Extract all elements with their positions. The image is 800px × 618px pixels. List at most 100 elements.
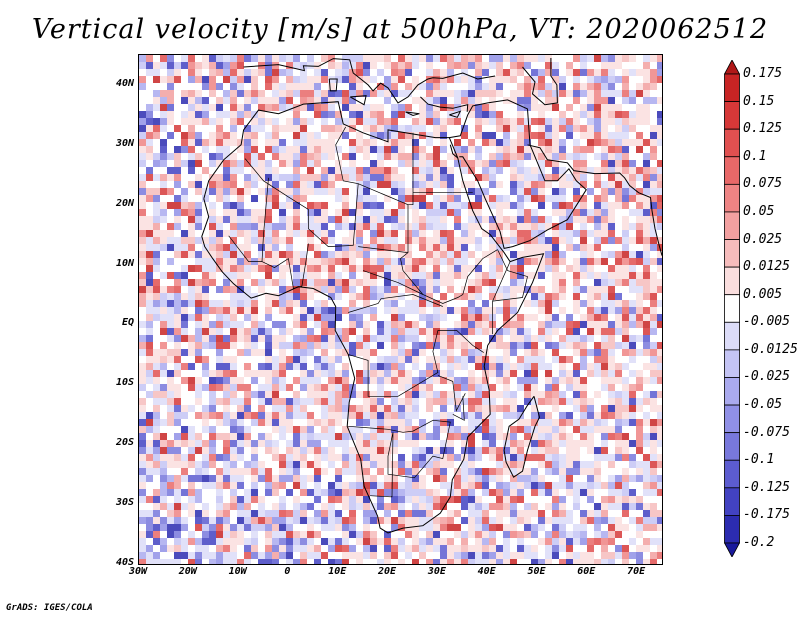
field-cell	[412, 503, 419, 510]
field-cell	[349, 349, 356, 356]
field-cell	[153, 524, 160, 531]
field-cell	[629, 118, 636, 125]
field-cell	[153, 426, 160, 433]
field-cell	[174, 356, 181, 363]
field-cell	[293, 251, 300, 258]
field-cell	[496, 230, 503, 237]
field-cell	[489, 237, 496, 244]
field-cell	[251, 90, 258, 97]
field-cell	[419, 370, 426, 377]
field-cell	[174, 524, 181, 531]
field-cell	[510, 188, 517, 195]
field-cell	[559, 258, 566, 265]
field-cell	[475, 90, 482, 97]
field-cell	[342, 195, 349, 202]
field-cell	[496, 405, 503, 412]
field-cell	[636, 230, 643, 237]
field-cell	[307, 132, 314, 139]
field-cell	[314, 90, 321, 97]
country-border	[492, 249, 528, 302]
field-cell	[552, 265, 559, 272]
field-cell	[433, 538, 440, 545]
field-cell	[398, 272, 405, 279]
field-cell	[454, 531, 461, 538]
field-cell	[153, 125, 160, 132]
field-cell	[307, 293, 314, 300]
field-cell	[643, 55, 650, 62]
field-cell	[230, 279, 237, 286]
field-cell	[538, 125, 545, 132]
field-cell	[552, 62, 559, 69]
field-cell	[174, 461, 181, 468]
field-cell	[468, 517, 475, 524]
field-cell	[216, 552, 223, 559]
field-cell	[650, 153, 657, 160]
field-cell	[146, 146, 153, 153]
field-cell	[139, 419, 146, 426]
field-cell	[377, 461, 384, 468]
field-cell	[545, 181, 552, 188]
field-cell	[573, 489, 580, 496]
field-cell	[510, 314, 517, 321]
field-cell	[566, 153, 573, 160]
field-cell	[160, 300, 167, 307]
field-cell	[405, 412, 412, 419]
colorbar-label: -0.05	[743, 397, 783, 413]
field-cell	[622, 118, 629, 125]
field-cell	[531, 552, 538, 559]
field-cell	[223, 454, 230, 461]
field-cell	[531, 216, 538, 223]
field-cell	[272, 335, 279, 342]
field-cell	[524, 258, 531, 265]
country-border	[348, 330, 484, 397]
field-cell	[496, 335, 503, 342]
field-cell	[398, 328, 405, 335]
field-cell	[314, 216, 321, 223]
field-cell	[272, 69, 279, 76]
field-cell	[552, 160, 559, 167]
lat-label-10s: 10S	[115, 377, 134, 389]
field-cell	[286, 125, 293, 132]
field-cell	[468, 426, 475, 433]
field-cell	[370, 517, 377, 524]
field-cell	[384, 489, 391, 496]
field-cell	[650, 482, 657, 489]
field-cell	[419, 195, 426, 202]
field-cell	[538, 132, 545, 139]
field-cell	[657, 118, 662, 125]
field-cell	[531, 524, 538, 531]
field-cell	[251, 279, 258, 286]
field-cell	[433, 314, 440, 321]
field-cell	[573, 447, 580, 454]
field-cell	[293, 188, 300, 195]
field-cell	[195, 202, 202, 209]
field-cell	[167, 503, 174, 510]
field-cell	[594, 167, 601, 174]
field-cell	[601, 377, 608, 384]
field-cell	[608, 153, 615, 160]
field-cell	[321, 398, 328, 405]
field-cell	[496, 370, 503, 377]
field-cell	[314, 181, 321, 188]
field-cell	[419, 55, 426, 62]
field-cell	[391, 391, 398, 398]
field-cell	[342, 188, 349, 195]
field-cell	[426, 538, 433, 545]
field-cell	[447, 251, 454, 258]
map-plot-area[interactable]	[138, 54, 663, 565]
field-cell	[265, 391, 272, 398]
field-cell	[377, 69, 384, 76]
field-cell	[461, 384, 468, 391]
field-cell	[510, 125, 517, 132]
field-cell	[545, 139, 552, 146]
field-cell	[349, 104, 356, 111]
field-cell	[510, 552, 517, 559]
field-cell	[412, 398, 419, 405]
field-cell	[195, 496, 202, 503]
field-cell	[195, 349, 202, 356]
field-cell	[461, 314, 468, 321]
field-cell	[188, 363, 195, 370]
field-cell	[279, 454, 286, 461]
field-cell	[475, 545, 482, 552]
field-cell	[349, 510, 356, 517]
